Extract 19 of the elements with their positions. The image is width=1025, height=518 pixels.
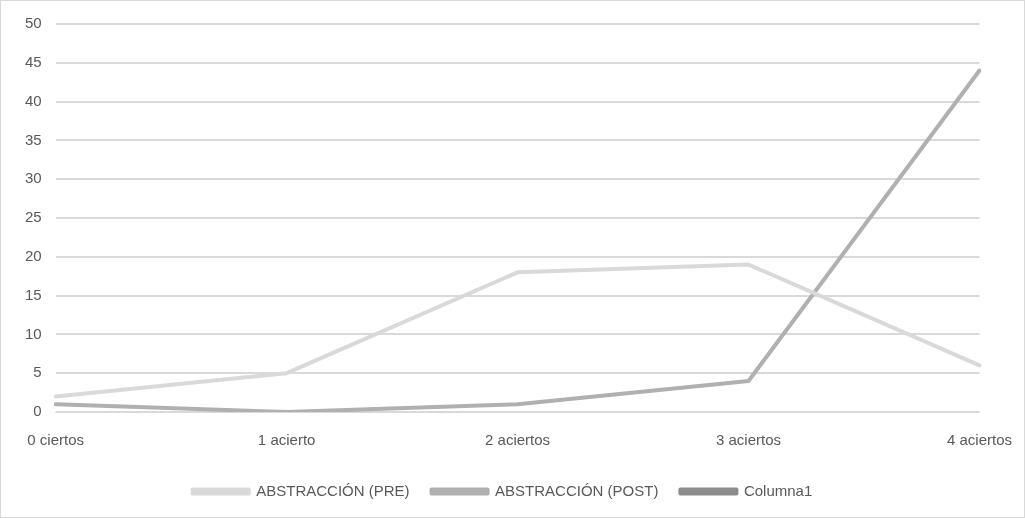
y-tick-label: 0: [33, 402, 42, 420]
x-tick-label: 0 ciertos: [27, 431, 85, 449]
y-tick-label: 35: [25, 130, 42, 148]
x-tick-label: 3 aciertos: [716, 431, 782, 449]
legend-label: ABSTRACCIÓN (PRE): [256, 481, 410, 499]
x-tick-label: 4 aciertos: [946, 431, 1013, 449]
y-tick-label: 50: [25, 14, 42, 32]
y-tick-label: 5: [33, 363, 42, 381]
legend-label: Columna1: [743, 481, 813, 499]
y-tick-label: 10: [25, 324, 42, 342]
y-tick-label: 45: [25, 52, 42, 70]
y-tick-label: 20: [25, 246, 42, 264]
y-tick-label: 15: [25, 285, 42, 303]
legend-label: ABSTRACCIÓN (POST): [495, 481, 659, 499]
x-tick-label: 1 acierto: [257, 431, 316, 449]
y-tick-label: 30: [25, 169, 42, 187]
y-tick-label: 25: [25, 208, 42, 226]
y-tick-label: 40: [25, 91, 42, 109]
x-tick-label: 2 aciertos: [485, 431, 551, 449]
